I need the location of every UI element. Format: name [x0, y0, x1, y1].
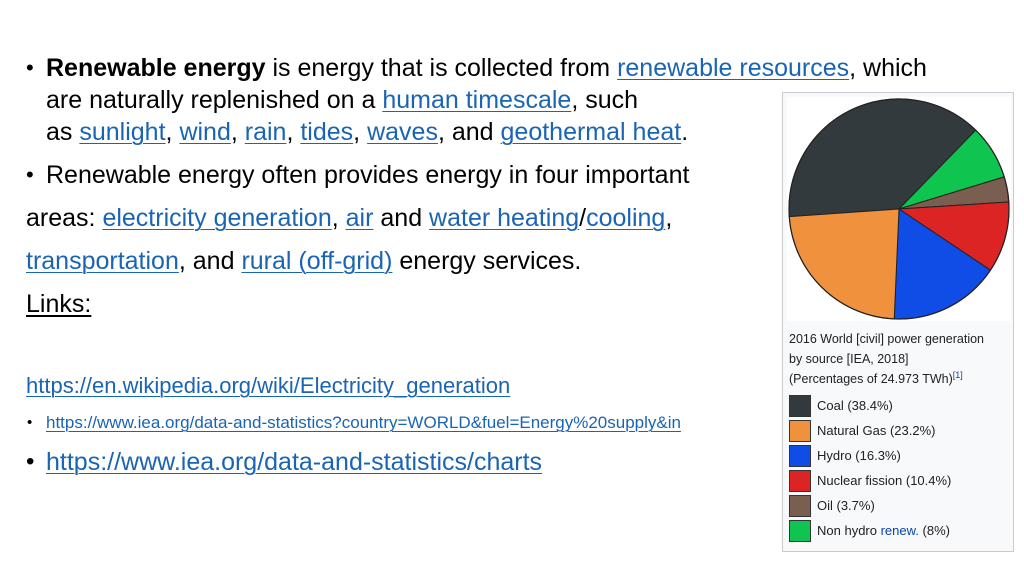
bullet-dot: •	[27, 414, 33, 431]
caption-line-2: by source [IEA, 2018]	[789, 352, 909, 366]
bullet-dot: •	[26, 55, 34, 80]
url-line-1: https://en.wikipedia.org/wiki/Electricit…	[26, 370, 510, 402]
bullet-1-line-3: as sunlight, wind, rain, tides, waves, a…	[46, 116, 688, 148]
comma: ,	[230, 118, 238, 146]
period: .	[681, 118, 689, 146]
legend-swatch	[789, 419, 811, 442]
pie-chart-figure: 2016 World [civil] power generation by s…	[782, 92, 1014, 552]
bold-term: Renewable energy	[46, 54, 266, 82]
legend-item-hydro: Hydro (16.3%)	[789, 443, 1011, 468]
caption-line-3-text: (Percentages of 24.973 TWh)	[789, 372, 953, 386]
links-label: Links:	[26, 288, 91, 320]
figure-caption: 2016 World [civil] power generation by s…	[789, 329, 1011, 389]
legend-label: Oil (3.7%)	[817, 498, 875, 513]
legend-swatch	[789, 469, 811, 492]
legend-swatch	[789, 394, 811, 417]
link-transportation[interactable]: transportation	[26, 247, 179, 275]
link-url-wikipedia[interactable]: https://en.wikipedia.org/wiki/Electricit…	[26, 373, 511, 398]
pie-slice-natural-gas	[788, 208, 900, 320]
text: and	[373, 204, 430, 232]
text: is energy that is collected from	[265, 54, 618, 82]
link-renewable-resources[interactable]: renewable resources	[617, 54, 850, 82]
text: as	[46, 118, 80, 146]
legend-label: Non hydro renew. (8%)	[817, 523, 950, 538]
bullet-1-line-1: Renewable energy is energy that is colle…	[46, 52, 927, 84]
bullet-2-line-1: Renewable energy often provides energy i…	[46, 159, 689, 191]
legend-item-coal: Coal (38.4%)	[789, 393, 1011, 418]
link-url-iea-data[interactable]: https://www.iea.org/data-and-statistics?…	[46, 413, 681, 432]
pie-chart	[788, 98, 1010, 320]
link-rural-off-grid[interactable]: rural (off-grid)	[241, 247, 393, 275]
link-water-heating[interactable]: water heating	[429, 204, 580, 232]
link-renew[interactable]: renew.	[880, 523, 919, 538]
text: , and	[437, 118, 501, 146]
legend-label-pre: Non hydro	[817, 523, 881, 538]
link-cooling[interactable]: cooling	[586, 204, 666, 232]
legend-label: Hydro (16.3%)	[817, 448, 901, 463]
text: , and	[178, 247, 242, 275]
link-sunlight[interactable]: sunlight	[79, 118, 166, 146]
text: are naturally replenished on a	[46, 86, 383, 114]
comma: ,	[353, 118, 361, 146]
bullet-2-line-2: areas: electricity generation, air and w…	[26, 202, 672, 234]
reference-link[interactable]: [1]	[952, 369, 963, 380]
text: , such	[571, 86, 639, 114]
pie-outline	[788, 98, 1010, 320]
caption-line-3: (Percentages of 24.973 TWh)[1]	[789, 369, 1011, 389]
text: energy services.	[392, 247, 582, 275]
legend-label-post: (8%)	[918, 523, 950, 538]
legend-swatch	[789, 519, 811, 542]
legend-item-oil: Oil (3.7%)	[789, 493, 1011, 518]
link-air[interactable]: air	[345, 204, 374, 232]
url-line-3: https://www.iea.org/data-and-statistics/…	[46, 446, 542, 478]
legend-label: Coal (38.4%)	[817, 398, 893, 413]
legend-item-nuclear: Nuclear fission (10.4%)	[789, 468, 1011, 493]
url-line-2: https://www.iea.org/data-and-statistics?…	[46, 409, 776, 437]
legend-item-natural-gas: Natural Gas (23.2%)	[789, 418, 1011, 443]
link-rain[interactable]: rain	[244, 118, 287, 146]
text: areas:	[26, 204, 103, 232]
legend: Coal (38.4%) Natural Gas (23.2%) Hydro (…	[789, 393, 1011, 543]
link-url-iea-charts[interactable]: https://www.iea.org/data-and-statistics/…	[46, 448, 543, 476]
legend-swatch	[789, 444, 811, 467]
link-electricity-generation[interactable]: electricity generation	[102, 204, 332, 232]
pie-chart-area	[787, 97, 1011, 321]
bullet-2-line-3: transportation, and rural (off-grid) ene…	[26, 245, 581, 277]
text: , which	[849, 54, 927, 82]
link-human-timescale[interactable]: human timescale	[382, 86, 572, 114]
legend-label: Nuclear fission (10.4%)	[817, 473, 952, 488]
slash: /	[579, 204, 587, 232]
link-tides[interactable]: tides	[300, 118, 354, 146]
bullet-1-line-2: are naturally replenished on a human tim…	[46, 84, 638, 116]
bullet-dot: •	[26, 448, 35, 475]
bullet-dot: •	[26, 162, 34, 187]
comma: ,	[665, 204, 673, 232]
links-label-text: Links:	[26, 290, 92, 318]
comma: ,	[286, 118, 294, 146]
legend-item-non-hydro-renew: Non hydro renew. (8%)	[789, 518, 1011, 543]
comma: ,	[331, 204, 339, 232]
link-wind[interactable]: wind	[179, 118, 231, 146]
comma: ,	[165, 118, 173, 146]
link-waves[interactable]: waves	[367, 118, 438, 146]
legend-label: Natural Gas (23.2%)	[817, 423, 936, 438]
text: Renewable energy often provides energy i…	[46, 161, 690, 189]
caption-line-1: 2016 World [civil] power generation	[789, 332, 985, 346]
link-geothermal-heat[interactable]: geothermal heat	[500, 118, 682, 146]
legend-swatch	[789, 494, 811, 517]
